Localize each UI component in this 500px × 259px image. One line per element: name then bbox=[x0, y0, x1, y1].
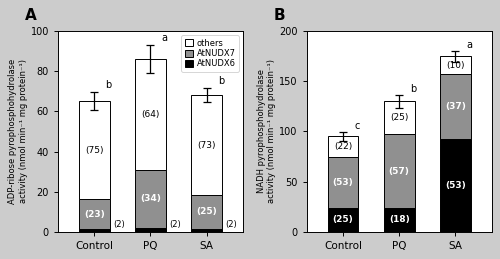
Bar bbox=[328, 136, 358, 157]
Text: (57): (57) bbox=[388, 167, 409, 176]
Y-axis label: NADH pyrophosphohydrolase
activity (nmol min⁻¹ mg protein⁻¹): NADH pyrophosphohydrolase activity (nmol… bbox=[257, 60, 276, 204]
Text: (18): (18) bbox=[389, 215, 409, 224]
Text: (2): (2) bbox=[169, 220, 181, 229]
Text: b: b bbox=[106, 80, 112, 90]
Bar bbox=[79, 199, 110, 229]
Bar bbox=[328, 208, 358, 232]
Text: (25): (25) bbox=[390, 113, 408, 122]
Text: b: b bbox=[410, 84, 416, 94]
Text: (2): (2) bbox=[226, 220, 237, 229]
Text: a: a bbox=[162, 33, 168, 43]
Text: (10): (10) bbox=[446, 61, 464, 70]
Text: (25): (25) bbox=[196, 207, 217, 216]
Text: A: A bbox=[24, 8, 36, 23]
Text: (37): (37) bbox=[445, 102, 466, 111]
Legend: others, AtNUDX7, AtNUDX6: others, AtNUDX7, AtNUDX6 bbox=[182, 35, 239, 72]
Bar bbox=[79, 229, 110, 232]
Text: (73): (73) bbox=[198, 141, 216, 150]
Bar bbox=[135, 59, 166, 170]
Text: c: c bbox=[354, 121, 360, 131]
Text: (64): (64) bbox=[142, 110, 160, 119]
Bar bbox=[440, 56, 470, 74]
Bar bbox=[191, 95, 222, 195]
Text: b: b bbox=[218, 76, 224, 87]
Bar bbox=[135, 228, 166, 232]
Text: (23): (23) bbox=[84, 210, 104, 219]
Bar bbox=[79, 102, 110, 199]
Bar bbox=[191, 229, 222, 232]
Text: (53): (53) bbox=[332, 178, 353, 187]
Text: (22): (22) bbox=[334, 142, 352, 152]
Bar bbox=[328, 157, 358, 208]
Y-axis label: ADP-ribose pyrophosphohydrolase
activity (nmol min⁻¹ mg protein⁻¹): ADP-ribose pyrophosphohydrolase activity… bbox=[8, 59, 28, 204]
Text: (53): (53) bbox=[445, 181, 466, 190]
Bar bbox=[440, 139, 470, 232]
Text: B: B bbox=[274, 8, 285, 23]
Bar bbox=[384, 134, 414, 208]
Text: (2): (2) bbox=[113, 220, 125, 229]
Bar bbox=[384, 102, 414, 134]
Bar bbox=[440, 74, 470, 139]
Bar bbox=[191, 195, 222, 229]
Bar bbox=[135, 170, 166, 228]
Text: a: a bbox=[466, 40, 472, 50]
Bar bbox=[384, 208, 414, 232]
Text: (75): (75) bbox=[85, 146, 103, 155]
Text: (34): (34) bbox=[140, 195, 161, 204]
Text: (25): (25) bbox=[332, 215, 353, 224]
